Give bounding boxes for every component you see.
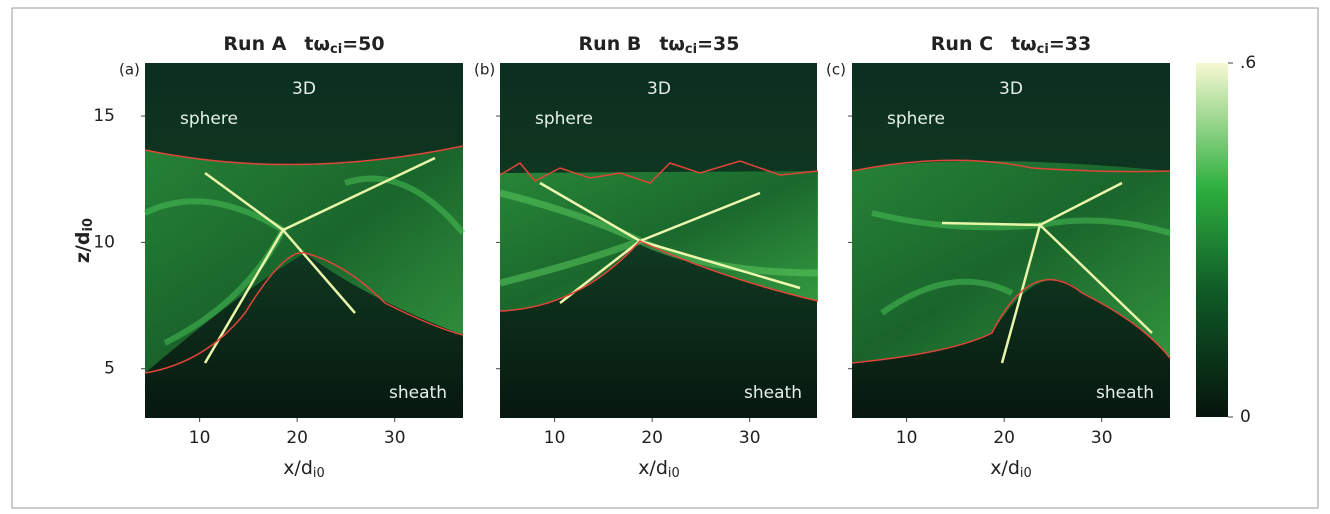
panel-title: Run A tωci=50 — [223, 33, 384, 57]
x-label-sub: i0 — [1020, 466, 1032, 481]
title-run: Run C — [931, 33, 993, 55]
annotation: sheath — [744, 383, 802, 403]
x-tick-label: 20 — [286, 428, 308, 448]
y-label-sub: i0 — [81, 218, 96, 232]
panel-label: (c) — [826, 61, 846, 79]
x-label-sub: i0 — [668, 466, 680, 481]
x-axis-label: x/di0 — [990, 457, 1032, 481]
annotation: sheath — [389, 383, 447, 403]
annotation: sheath — [1096, 383, 1154, 403]
panel-title: Run B tωci=35 — [579, 33, 740, 57]
x-tick-label: 10 — [544, 428, 566, 448]
x-label: x/d — [283, 457, 313, 479]
y-label: z/d — [72, 231, 94, 263]
y-tick-label: 10 — [93, 232, 115, 252]
x-axis-label: x/di0 — [638, 457, 680, 481]
annotation: sphere — [887, 109, 945, 129]
x-axis-label: x/di0 — [283, 457, 325, 481]
title-sub: ci — [1037, 42, 1049, 57]
colorbar-tick-label: .6 — [1240, 53, 1256, 73]
x-tick-label: 10 — [189, 428, 211, 448]
panel-label: (a) — [119, 61, 140, 79]
title-value: =33 — [1049, 33, 1091, 55]
panel-label: (b) — [474, 61, 495, 79]
x-label: x/d — [990, 457, 1020, 479]
title-run: Run A — [223, 33, 286, 55]
panel-title: Run C tωci=33 — [931, 33, 1091, 57]
x-tick-label: 30 — [384, 428, 406, 448]
x-label: x/d — [638, 457, 668, 479]
x-tick-label: 20 — [641, 428, 663, 448]
x-tick-label: 30 — [739, 428, 761, 448]
x-tick-label: 20 — [993, 428, 1015, 448]
annotation: 3D — [999, 79, 1023, 99]
y-tick-label: 15 — [93, 106, 115, 126]
x-label-sub: i0 — [313, 466, 325, 481]
annotation: sphere — [535, 109, 593, 129]
title-time: tω — [1011, 33, 1037, 55]
colorbar — [1196, 63, 1228, 417]
colorbar-tick-label: 0 — [1240, 407, 1251, 427]
title-sub: ci — [330, 42, 342, 57]
x-tick-label: 30 — [1091, 428, 1113, 448]
annotation: 3D — [647, 79, 671, 99]
title-run: Run B — [579, 33, 642, 55]
figure: Run Atωci=50(a)3Dspheresheath10203051015… — [0, 0, 1330, 510]
x-tick-label: 10 — [896, 428, 918, 448]
annotation: 3D — [292, 79, 316, 99]
y-axis-label: z/di0 — [72, 218, 96, 263]
annotation: sphere — [180, 109, 238, 129]
y-tick-label: 5 — [104, 359, 115, 379]
title-value: =35 — [697, 33, 739, 55]
title-sub: ci — [685, 42, 697, 57]
title-time: tω — [304, 33, 330, 55]
title-time: tω — [659, 33, 685, 55]
title-value: =50 — [342, 33, 384, 55]
